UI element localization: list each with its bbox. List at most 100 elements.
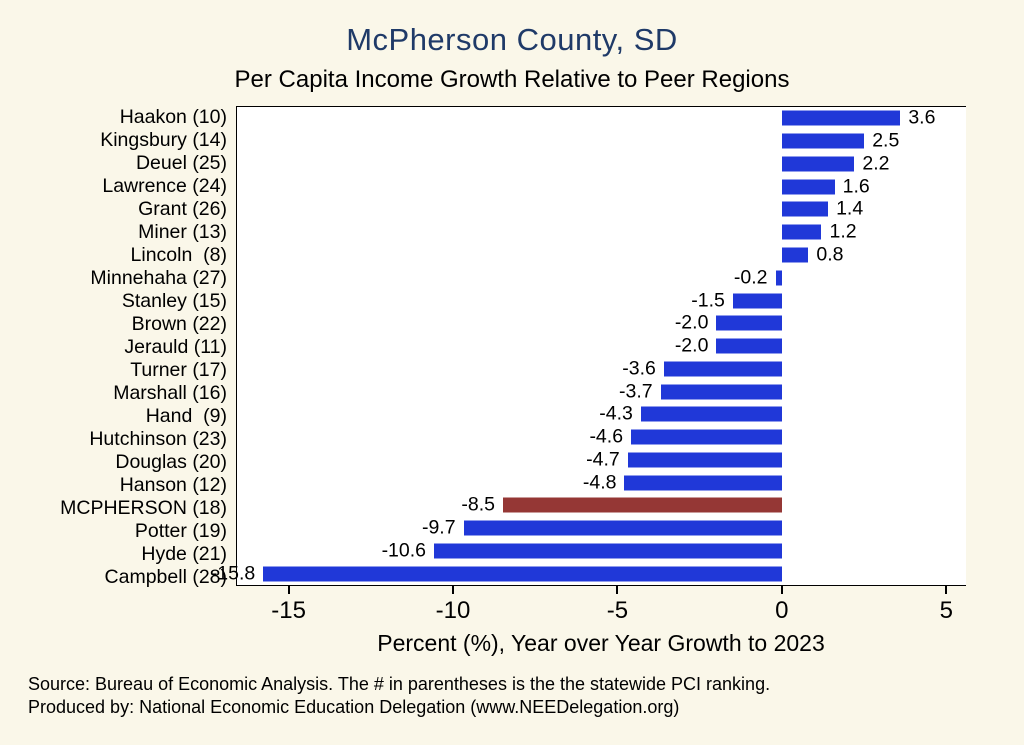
plot-wrap: 3.6 2.5 2.2 1.6 1.4 1.2 0.8 -0.2 -1.5 -2.0 -2.0 -3.…: [211, 106, 966, 657]
y-axis-label: Potter (19): [134, 520, 227, 542]
y-axis-label: Lawrence (24): [102, 175, 227, 197]
bar: [663, 361, 783, 377]
bar: [782, 110, 901, 126]
footer: Source: Bureau of Economic Analysis. The…: [28, 673, 996, 720]
bar-row: 2.5: [237, 130, 966, 153]
y-axis-label: Minnehaha (27): [90, 267, 227, 289]
bar-value-label: -10.6: [381, 539, 427, 562]
y-axis-label: Deuel (25): [135, 152, 227, 174]
bar-value-label: -2.0: [674, 334, 709, 357]
bar: [775, 270, 783, 286]
bar: [640, 406, 783, 422]
x-axis-tick: [287, 586, 290, 594]
chart-title: McPherson County, SD: [346, 22, 678, 57]
bar-row: 1.2: [237, 221, 966, 244]
bar-row: -4.8: [237, 471, 966, 494]
bar-row: -1.5: [237, 289, 966, 312]
bar-value-label: 1.6: [842, 175, 870, 198]
y-axis-label: Marshall (16): [113, 382, 227, 404]
x-axis-tick: [452, 586, 455, 594]
x-axis-tick: [945, 586, 948, 594]
bar-chart: Haakon (10) Kingsbury (14) Deuel (25) Lawre…: [28, 106, 996, 657]
bar-row: -4.7: [237, 448, 966, 471]
x-axis-tick-label: -10: [435, 597, 471, 624]
y-axis-label: Campbell (28): [104, 566, 227, 588]
y-axis-label: Grant (26): [138, 198, 227, 220]
bar-row: -2.0: [237, 312, 966, 335]
bar-value-label: -0.2: [733, 266, 768, 289]
x-axis-tick-label: 5: [939, 597, 953, 624]
bar-value-label: -15.8: [210, 562, 256, 585]
bar-value-label: -4.8: [582, 471, 617, 494]
bar-row: -0.2: [237, 266, 966, 289]
plot-area: 3.6 2.5 2.2 1.6 1.4 1.2 0.8 -0.2 -1.5 -2.0 -2.0 -3.…: [211, 106, 966, 586]
bar: [434, 543, 783, 559]
y-axis-label: Hand (9): [145, 405, 227, 427]
x-axis-tick: [780, 586, 783, 594]
bar-row: -3.6: [237, 357, 966, 380]
bar-row: 2.2: [237, 152, 966, 176]
x-axis-title: Percent (%), Year over Year Growth to 20…: [377, 630, 825, 656]
bar: [631, 429, 783, 445]
bar-value-label: -3.7: [618, 380, 653, 403]
bar-row: -10.6: [237, 539, 966, 563]
bar-row: -8.5: [237, 494, 966, 517]
bar-row: -3.7: [237, 380, 966, 403]
bar-value-label: -2.0: [674, 311, 709, 334]
bar-value-label: -9.7: [421, 516, 456, 539]
y-axis-label: Haakon (10): [119, 106, 227, 128]
y-axis-label: Stanley (15): [121, 290, 227, 312]
y-axis-label: Lincoln (8): [130, 244, 227, 266]
y-axis-label: Miner (13): [138, 221, 227, 243]
bar-row: -2.0: [237, 335, 966, 358]
bar: [782, 224, 822, 240]
bar: [782, 179, 835, 195]
x-axis-tick-label: -15: [271, 597, 306, 624]
bar: [624, 475, 783, 491]
y-axis-label: Douglas (20): [115, 451, 227, 473]
bar-row: 3.6: [237, 107, 966, 130]
bar: [660, 384, 783, 400]
bar: [463, 520, 783, 536]
bar-highlighted: [502, 497, 783, 513]
bar: [263, 566, 783, 582]
y-axis-label: Jerauld (11): [124, 336, 227, 358]
x-axis-tick: [616, 586, 619, 594]
bar-value-label: -4.3: [599, 402, 633, 425]
bar-value-label: -4.6: [589, 425, 624, 448]
bar-row: -9.7: [237, 517, 966, 540]
bar: [627, 452, 783, 468]
bar-value-label: -1.5: [691, 289, 725, 311]
x-axis-tick-label: -5: [606, 597, 629, 624]
bar-row: -4.6: [237, 426, 966, 449]
bar: [716, 338, 783, 354]
x-axis-tick-label: 0: [775, 597, 789, 624]
bar-value-label: 1.2: [829, 220, 857, 243]
footer-source: Source: Bureau of Economic Analysis. The…: [28, 674, 771, 694]
bar: [782, 201, 829, 217]
bar: [782, 247, 809, 263]
bar: [732, 293, 783, 308]
bar-value-label: 1.4: [836, 197, 864, 220]
footer-produced-by: Produced by: National Economic Education…: [28, 697, 680, 718]
chart-subtitle: Per Capita Income Growth Relative to Pee…: [234, 66, 790, 93]
bar-value-label: -8.5: [461, 493, 495, 516]
bar-row: 1.6: [237, 175, 966, 198]
bar-row: 1.4: [237, 198, 966, 221]
y-axis-label: Turner (17): [130, 359, 227, 381]
bar-row: -15.8: [211, 562, 966, 585]
bar-value-label: 2.2: [862, 152, 890, 175]
bar: [782, 156, 855, 172]
bar-row: 0.8: [237, 243, 966, 267]
bar-value-label: 0.8: [816, 243, 844, 266]
bar-value-label: -3.6: [622, 357, 656, 380]
bar-value-label: 2.5: [872, 129, 900, 152]
y-axis-labels: Haakon (10) Kingsbury (14) Deuel (25) Lawre…: [28, 106, 236, 588]
y-axis-label: Hyde (21): [141, 543, 227, 565]
y-axis-label: Kingsbury (14): [100, 129, 227, 151]
bar-value-label: 3.6: [908, 106, 936, 129]
bar: [716, 315, 783, 331]
x-axis: -15 -10 -5 0 5: [236, 586, 966, 630]
bar-row: -4.3: [237, 403, 966, 426]
